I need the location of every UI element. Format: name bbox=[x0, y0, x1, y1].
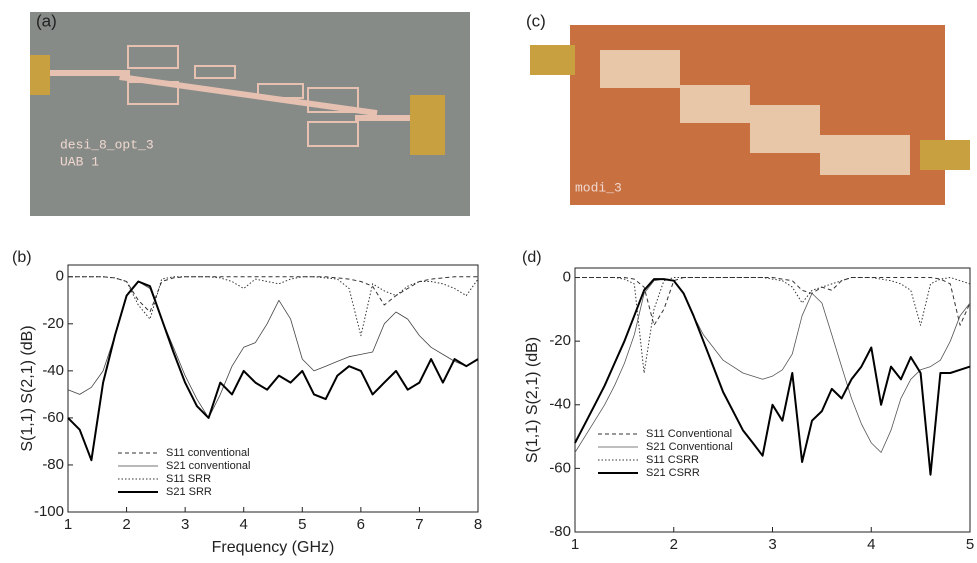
series-line bbox=[67, 280, 479, 462]
y-tick-label: -20 bbox=[549, 332, 571, 349]
x-tick-label: 8 bbox=[474, 516, 482, 533]
series-line bbox=[67, 281, 479, 419]
plot-frame bbox=[67, 264, 479, 513]
panel-label: (d) bbox=[522, 249, 542, 266]
resonators bbox=[307, 121, 359, 147]
photo-a: (a) desi_8_opt_3 UAB 1 bbox=[30, 11, 470, 216]
y-tick-label: 0 bbox=[563, 269, 571, 286]
legend-label: S11 SRR bbox=[166, 473, 211, 485]
x-tick-label: 2 bbox=[122, 516, 130, 533]
y-tick-label: -40 bbox=[549, 396, 571, 413]
series-line bbox=[68, 276, 478, 313]
resonators bbox=[307, 87, 359, 113]
legend-label: S21 CSRR bbox=[646, 467, 700, 479]
legend-label: S11 Conventional bbox=[646, 428, 732, 440]
series-line bbox=[575, 277, 971, 326]
connector bbox=[530, 45, 575, 75]
resonator-block bbox=[750, 105, 820, 153]
y-tick-label: 0 bbox=[56, 268, 64, 285]
x-tick-label: 5 bbox=[298, 516, 306, 533]
x-tick-label: 7 bbox=[415, 516, 423, 533]
y-tick-label: -20 bbox=[42, 315, 64, 332]
connector bbox=[30, 55, 50, 95]
x-tick-label: 4 bbox=[867, 536, 875, 553]
resonator-block bbox=[600, 50, 680, 88]
y-tick-label: -100 bbox=[34, 503, 64, 520]
connector bbox=[410, 95, 445, 155]
board-label: modi_3 bbox=[575, 180, 622, 195]
trace bbox=[119, 73, 378, 117]
board-label: desi_8_opt_3 bbox=[60, 137, 154, 152]
y-axis-label: S(1,1) S(2,1) (dB) bbox=[524, 337, 541, 463]
legend-label: S21 conventional bbox=[166, 460, 250, 472]
y-tick-label: -80 bbox=[549, 523, 571, 540]
resonators bbox=[257, 83, 304, 99]
x-tick-label: 1 bbox=[571, 536, 579, 553]
x-tick-label: 3 bbox=[181, 516, 189, 533]
x-tick-label: 2 bbox=[670, 536, 678, 553]
resonators bbox=[127, 81, 179, 105]
x-tick-label: 5 bbox=[966, 536, 974, 553]
x-tick-label: 3 bbox=[768, 536, 776, 553]
y-tick-label: -80 bbox=[42, 456, 64, 473]
legend-label: S21 SRR bbox=[166, 486, 212, 498]
resonators bbox=[194, 65, 236, 79]
legend-label: S21 Conventional bbox=[646, 441, 733, 453]
y-tick-label: -60 bbox=[549, 459, 571, 476]
y-tick-label: -40 bbox=[42, 362, 64, 379]
series-line bbox=[574, 278, 971, 453]
x-tick-label: 1 bbox=[64, 516, 72, 533]
resonators bbox=[127, 45, 179, 69]
photo-c: (c) modi_3 bbox=[520, 10, 977, 218]
plot-frame bbox=[574, 267, 971, 533]
board bbox=[30, 12, 470, 216]
y-tick-label: -60 bbox=[42, 409, 64, 426]
x-tick-label: 6 bbox=[357, 516, 365, 533]
x-tick-label: 4 bbox=[240, 516, 248, 533]
panel-label: (b) bbox=[12, 249, 32, 266]
legend-label: S11 conventional bbox=[166, 447, 250, 459]
resonator-block bbox=[680, 85, 750, 123]
series-line bbox=[575, 277, 971, 374]
resonator-block bbox=[820, 135, 910, 175]
series-line bbox=[574, 278, 971, 476]
y-axis-label: S(1,1) S(2,1) (dB) bbox=[19, 325, 36, 451]
board-label: UAB 1 bbox=[60, 154, 99, 169]
panel-label: (c) bbox=[526, 11, 546, 30]
series-line bbox=[68, 276, 479, 337]
legend-label: S11 CSRR bbox=[646, 454, 699, 466]
connector bbox=[920, 140, 970, 170]
x-axis-label: Frequency (GHz) bbox=[212, 539, 335, 556]
trace bbox=[355, 115, 435, 121]
panel-label: (a) bbox=[36, 11, 57, 30]
trace bbox=[50, 70, 130, 76]
